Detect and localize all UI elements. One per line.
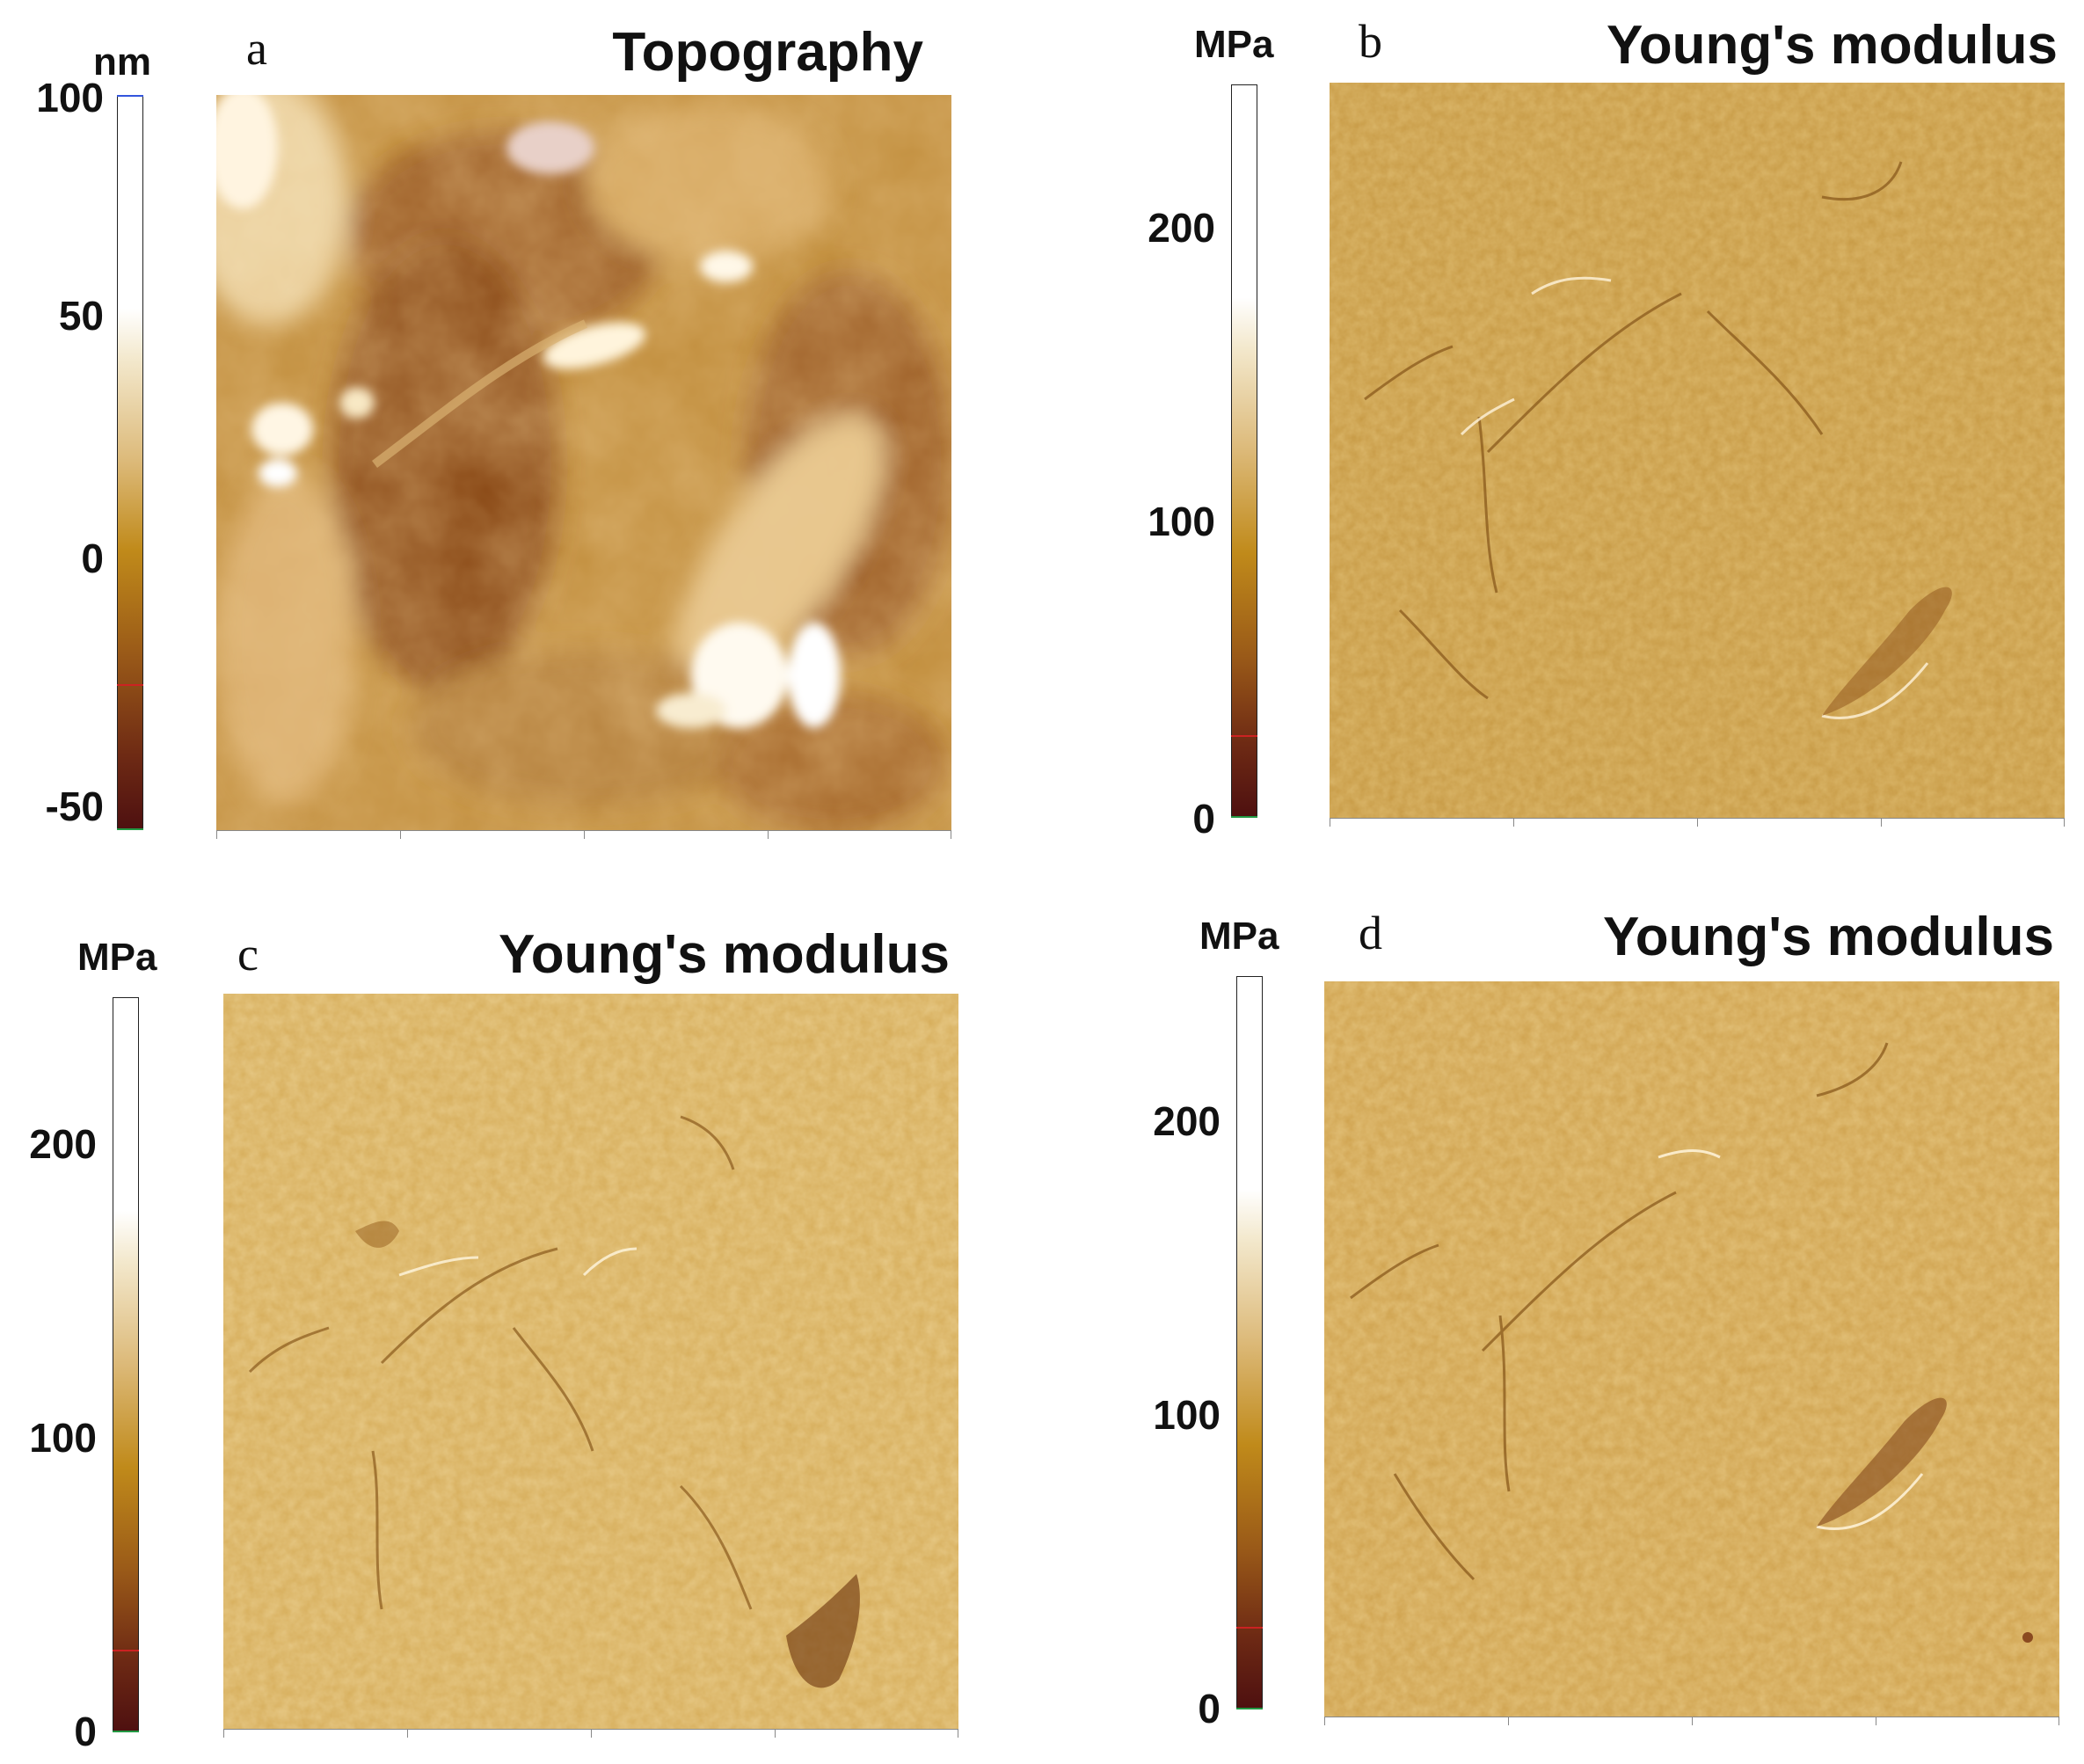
panel-title-d: Young's modulus xyxy=(1602,907,2054,967)
panel-letter-b: b xyxy=(1359,15,1382,68)
x-axis-tick xyxy=(1324,1717,1325,1725)
panel-letter-a: a xyxy=(246,22,267,75)
colorbar-tick-label: 100 xyxy=(1148,499,1215,544)
colorbar-tick-label: -50 xyxy=(45,784,104,829)
colorbar-unit-d: MPa xyxy=(1199,915,1279,958)
colorbar-a xyxy=(117,95,143,830)
colorbar-min-marker-c xyxy=(113,1650,139,1651)
colorbar-max-marker-a xyxy=(117,95,143,97)
x-axis-tick xyxy=(216,830,217,839)
panel-title-c: Young's modulus xyxy=(498,924,950,985)
youngs-modulus-map-b xyxy=(1330,83,2065,818)
colorbar-bottom-marker-d xyxy=(1236,1708,1263,1709)
x-axis-tick xyxy=(2058,1717,2059,1725)
x-axis-tick xyxy=(1513,818,1514,827)
x-axis-tick xyxy=(768,830,769,839)
panel-letter-c: c xyxy=(237,928,259,980)
x-axis-tick xyxy=(775,1729,776,1738)
colorbar-min-marker-b xyxy=(1231,735,1257,737)
colorbar-unit-a: nm xyxy=(93,40,151,84)
youngs-modulus-map-d xyxy=(1324,981,2059,1717)
colorbar-tick-label: 200 xyxy=(1153,1098,1221,1144)
colorbar-tick-label: 100 xyxy=(1153,1392,1221,1438)
colorbar-c xyxy=(113,997,139,1732)
colorbar-tick-label: 100 xyxy=(29,1415,97,1461)
x-axis-tick xyxy=(2064,818,2065,827)
panel-letter-d: d xyxy=(1359,907,1382,959)
colorbar-bottom-marker-a xyxy=(117,828,143,830)
colorbar-tick-label: 0 xyxy=(74,1709,97,1754)
x-axis-tick xyxy=(1881,818,1882,827)
colorbar-b xyxy=(1231,84,1257,818)
colorbar-tick-label: 0 xyxy=(81,536,104,581)
x-axis-tick xyxy=(1697,818,1698,827)
youngs-modulus-map-c xyxy=(223,994,958,1729)
colorbar-bottom-marker-c xyxy=(113,1731,139,1732)
colorbar-unit-c: MPa xyxy=(77,936,157,979)
topography-map xyxy=(216,95,951,830)
x-axis-tick xyxy=(1508,1717,1509,1725)
colorbar-d xyxy=(1236,976,1263,1709)
panel-title-a: Topography xyxy=(612,22,923,83)
panel-title-b: Young's modulus xyxy=(1606,15,2058,76)
x-axis-tick xyxy=(223,1729,224,1738)
x-axis-tick xyxy=(1692,1717,1693,1725)
colorbar-tick-label: 100 xyxy=(36,75,104,120)
colorbar-tick-label: 50 xyxy=(58,293,104,339)
colorbar-tick-label: 200 xyxy=(29,1121,97,1167)
colorbar-unit-b: MPa xyxy=(1194,23,1274,66)
colorbar-min-marker-a xyxy=(117,684,143,686)
colorbar-tick-label: 0 xyxy=(1198,1686,1221,1731)
colorbar-bottom-marker-b xyxy=(1231,816,1257,818)
colorbar-tick-label: 0 xyxy=(1192,796,1215,842)
x-axis-tick xyxy=(400,830,401,839)
x-axis-tick xyxy=(591,1729,592,1738)
colorbar-tick-label: 200 xyxy=(1148,205,1215,251)
x-axis-tick xyxy=(407,1729,408,1738)
x-axis-tick xyxy=(584,830,585,839)
colorbar-min-marker-d xyxy=(1236,1627,1263,1629)
